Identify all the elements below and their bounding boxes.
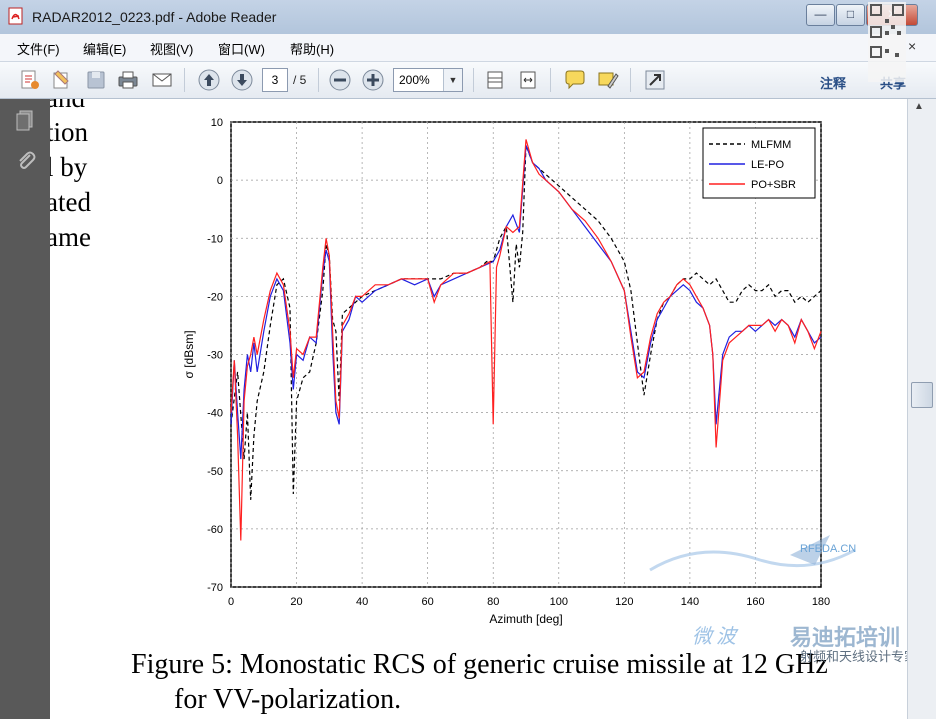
zoom-in-icon[interactable]	[361, 68, 385, 92]
menu-bar: 文件(F) 编辑(E) 视图(V) 窗口(W) 帮助(H) ×	[0, 34, 936, 62]
watermark-logo	[649, 535, 856, 572]
x-tick-label: 20	[290, 596, 302, 608]
legend-entry: LE-PO	[751, 159, 784, 171]
toolbar-separator	[473, 68, 474, 92]
title-bar: RADAR2012_0223.pdf - Adobe Reader — □ ✕	[0, 0, 936, 35]
annotate-link[interactable]: 注释	[820, 76, 847, 91]
edit-icon[interactable]	[50, 68, 74, 92]
menu-edit[interactable]: 编辑(E)	[83, 42, 127, 57]
zoom-out-icon[interactable]	[328, 68, 352, 92]
y-tick-label: -30	[207, 350, 223, 362]
vertical-scrollbar[interactable]: ▲	[907, 99, 936, 719]
scroll-thumb[interactable]	[911, 382, 933, 408]
y-tick-label: 0	[217, 175, 223, 187]
y-tick-label: 10	[211, 117, 223, 129]
zoom-select[interactable]: 200% ▼	[393, 68, 463, 92]
y-tick-label: -50	[207, 466, 223, 478]
series-line	[230, 139, 822, 541]
email-icon[interactable]	[150, 68, 174, 92]
watermark-text: 易迪拓培训	[790, 625, 901, 650]
series-line	[230, 145, 822, 500]
scroll-up-icon[interactable]: ▲	[914, 101, 924, 112]
menu-help[interactable]: 帮助(H)	[290, 42, 335, 57]
x-tick-label: 60	[422, 596, 434, 608]
x-axis-label: Azimuth [deg]	[489, 612, 562, 626]
body-text-fragment: l by	[50, 152, 88, 182]
legend-entry: PO+SBR	[751, 179, 796, 191]
window-title: RADAR2012_0223.pdf - Adobe Reader	[32, 9, 277, 25]
pages-icon[interactable]	[14, 107, 38, 131]
y-tick-label: -10	[207, 233, 223, 245]
prev-page-icon[interactable]	[197, 68, 221, 92]
document-page: and tion l by ated ame 02040608010012014…	[50, 99, 907, 719]
watermark-text: 射频和天线设计专家	[800, 649, 918, 664]
menu-window[interactable]: 窗口(W)	[218, 42, 265, 57]
x-tick-label: 120	[615, 596, 633, 608]
navigation-panel	[0, 99, 50, 719]
watermark-text: 微波	[692, 626, 740, 648]
qr-code-icon	[868, 2, 906, 82]
series-line	[230, 145, 822, 460]
toolbar: 3 / 5 200% ▼ 注释 共享	[0, 62, 936, 99]
toolbar-separator	[630, 68, 631, 92]
x-tick-label: 100	[550, 596, 568, 608]
pdf-file-icon	[8, 7, 23, 25]
paperclip-icon[interactable]	[14, 149, 38, 173]
x-tick-label: 0	[228, 596, 234, 608]
page-total-label: / 5	[293, 73, 307, 87]
page-number-input[interactable]: 3	[262, 68, 288, 92]
body-text-fragment: ame	[50, 222, 91, 252]
y-axis-label: σ [dBsm]	[182, 330, 196, 378]
y-tick-label: -20	[207, 291, 223, 303]
fit-width-icon[interactable]	[516, 68, 540, 92]
create-pdf-icon[interactable]	[18, 68, 42, 92]
zoom-value: 200%	[399, 73, 430, 87]
toolbar-separator	[318, 68, 319, 92]
print-icon[interactable]	[116, 68, 140, 92]
menu-file[interactable]: 文件(F)	[17, 42, 60, 57]
close-document-icon[interactable]: ×	[908, 38, 917, 54]
highlight-icon[interactable]	[596, 68, 620, 92]
expand-icon[interactable]	[643, 68, 667, 92]
body-text-fragment: tion	[50, 117, 89, 147]
legend-entry: MLFMM	[751, 139, 791, 151]
figure-caption-line1: Figure 5: Monostatic RCS of generic crui…	[131, 649, 828, 680]
toolbar-separator	[550, 68, 551, 92]
minimize-button[interactable]: —	[806, 4, 835, 26]
x-tick-label: 160	[746, 596, 764, 608]
figure-caption-line2: for VV-polarization.	[174, 684, 402, 715]
comment-icon[interactable]	[563, 68, 587, 92]
save-icon[interactable]	[84, 68, 108, 92]
y-tick-label: -40	[207, 408, 223, 420]
y-tick-label: -60	[207, 524, 223, 536]
maximize-button[interactable]: □	[836, 4, 865, 26]
x-tick-label: 40	[356, 596, 368, 608]
body-text-fragment: ated	[50, 187, 91, 217]
x-tick-label: 140	[681, 596, 699, 608]
next-page-icon[interactable]	[230, 68, 254, 92]
x-tick-label: 180	[812, 596, 830, 608]
watermark-site: RFEDA.CN	[800, 543, 857, 555]
menu-view[interactable]: 视图(V)	[150, 42, 194, 57]
toolbar-separator	[184, 68, 185, 92]
y-tick-label: -70	[207, 582, 223, 594]
rcs-chart: 0 20 40 60 80 100 120 140 160 180100-10-20-30-40-…	[182, 117, 830, 626]
fit-page-icon[interactable]	[483, 68, 507, 92]
body-text-fragment: and	[50, 99, 85, 114]
legend-box	[702, 127, 816, 199]
chevron-down-icon[interactable]: ▼	[443, 69, 462, 91]
x-tick-label: 80	[487, 596, 499, 608]
